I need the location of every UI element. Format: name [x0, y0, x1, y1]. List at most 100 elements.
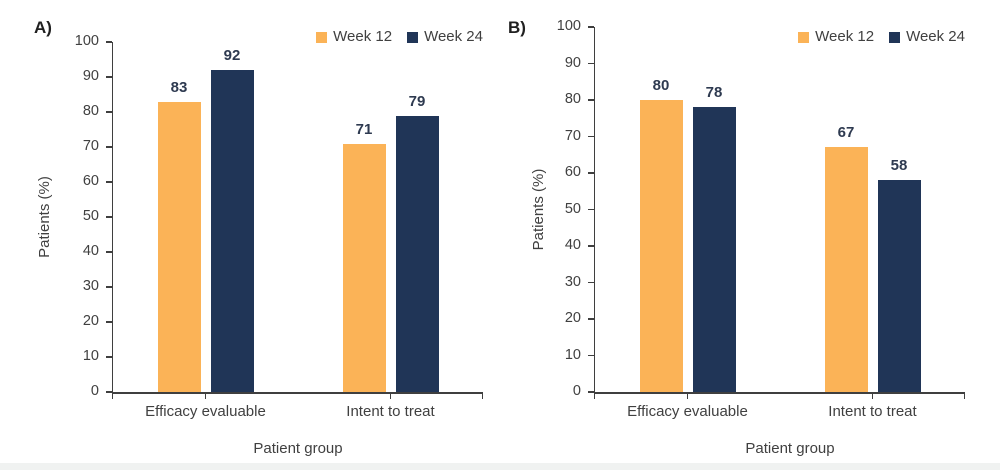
legend: Week 12 Week 24 [798, 28, 965, 45]
y-tick-mark [587, 391, 594, 393]
y-tick-label: 50 [82, 208, 99, 224]
y-tick-label: 60 [564, 164, 581, 180]
x-category-label: Efficacy evaluable [145, 403, 266, 420]
x-axis-line [593, 392, 965, 394]
x-category-label: Efficacy evaluable [627, 403, 748, 420]
legend-item: Week 24 [407, 28, 483, 45]
x-tick-mark [686, 393, 689, 399]
y-axis-line [111, 42, 113, 394]
bar-value-label: 92 [223, 47, 241, 64]
y-tick-label: 30 [82, 278, 99, 294]
y-tick-label: 20 [82, 313, 99, 329]
y-tick-mark [105, 391, 112, 393]
y-tick-mark [587, 245, 594, 247]
y-tick-label: 40 [564, 237, 581, 253]
y-tick-mark [105, 356, 112, 358]
x-axis-line [111, 392, 483, 394]
y-tick-label: 80 [564, 91, 581, 107]
x-axis-title: Patient group [745, 440, 835, 457]
bar [342, 143, 386, 392]
x-tick-mark [389, 393, 392, 399]
bar [157, 101, 201, 392]
bottom-strip [0, 463, 1000, 470]
bar-value-label: 67 [837, 124, 855, 142]
y-tick-label: 80 [82, 103, 99, 119]
bar-value-label: 79 [408, 92, 426, 110]
legend-swatch [407, 31, 419, 43]
y-tick-mark [587, 281, 594, 284]
panel-a-label: A) [34, 18, 52, 37]
x-axis-end-tick [481, 393, 483, 399]
y-tick-mark [587, 135, 594, 138]
legend-item: Week 12 [316, 28, 392, 45]
y-axis-line [593, 27, 595, 394]
bar [877, 180, 921, 392]
y-tick-mark [105, 111, 112, 113]
bar-value-label: 83 [170, 78, 188, 96]
x-axis-end-tick [111, 393, 113, 399]
y-tick-label: 50 [564, 200, 581, 217]
y-tick-label: 70 [82, 138, 99, 154]
y-tick-mark [587, 62, 594, 65]
panel-a: A) Patients (%) 0 10 20 30 40 50 60 70 80 90 100 8… [34, 18, 483, 457]
x-axis-end-tick [593, 393, 595, 399]
bar-value-label: 78 [705, 84, 723, 102]
y-tick-label: 0 [572, 383, 581, 399]
bar [210, 70, 254, 392]
y-tick-label: 20 [564, 310, 581, 326]
legend-item: Week 24 [889, 28, 965, 45]
panel-b: B) Patients (%) 0 10 20 30 40 50 60 70 80 90 100 8… [500, 0, 1000, 470]
y-tick-mark [105, 286, 112, 288]
bar [692, 107, 736, 392]
legend-swatch [889, 31, 901, 43]
y-tick-mark [587, 318, 594, 320]
y-tick-mark [587, 208, 594, 211]
x-category-label: Intent to treat [828, 403, 917, 420]
y-tick-mark [105, 321, 112, 323]
x-category-label: Intent to treat [346, 403, 435, 420]
y-tick-mark [105, 251, 112, 253]
x-tick-mark [871, 393, 874, 399]
bar [824, 147, 868, 392]
y-tick-label: 90 [82, 68, 99, 84]
y-tick-label: 10 [82, 348, 99, 364]
legend-swatch [798, 31, 810, 43]
y-tick-label: 70 [564, 127, 581, 144]
y-tick-mark [105, 76, 112, 78]
x-axis-end-tick [963, 393, 965, 399]
legend-swatch [316, 31, 328, 43]
legend-label: Week 12 [333, 28, 393, 45]
plot-area: 0 10 20 30 40 50 60 70 80 90 100 83 71 92 79 Efficacy… [75, 33, 483, 420]
panel-b-label: B) [508, 18, 526, 37]
y-tick-label: 90 [564, 54, 581, 71]
y-tick-mark [587, 354, 594, 357]
y-tick-mark [587, 26, 594, 28]
y-tick-label: 40 [82, 243, 99, 259]
y-tick-mark [587, 172, 594, 174]
plot-area: 0 10 20 30 40 50 60 70 80 90 100 80 67 78 58 Efficacy… [557, 18, 965, 420]
y-tick-mark [105, 216, 112, 218]
x-tick-mark [204, 393, 207, 399]
bar-value-label: 58 [890, 157, 908, 175]
y-tick-label: 30 [564, 273, 581, 290]
legend: Week 12 Week 24 [316, 28, 483, 45]
y-tick-mark [105, 181, 112, 183]
legend-item: Week 12 [798, 28, 874, 45]
legend-label: Week 24 [906, 28, 965, 45]
y-tick-label: 100 [556, 18, 581, 34]
legend-label: Week 24 [424, 28, 483, 45]
y-tick-label: 100 [74, 33, 99, 49]
bar [639, 100, 683, 392]
y-tick-mark [587, 99, 594, 101]
bar-value-label: 71 [355, 120, 373, 138]
bar-value-label: 80 [652, 77, 670, 94]
y-tick-mark [105, 41, 112, 43]
y-tick-label: 0 [90, 383, 99, 399]
y-tick-mark [105, 146, 112, 148]
y-tick-label: 60 [82, 173, 99, 189]
x-axis-title: Patient group [253, 440, 343, 457]
legend-label: Week 12 [815, 28, 875, 45]
bar [395, 115, 439, 392]
y-tick-label: 10 [564, 346, 581, 363]
